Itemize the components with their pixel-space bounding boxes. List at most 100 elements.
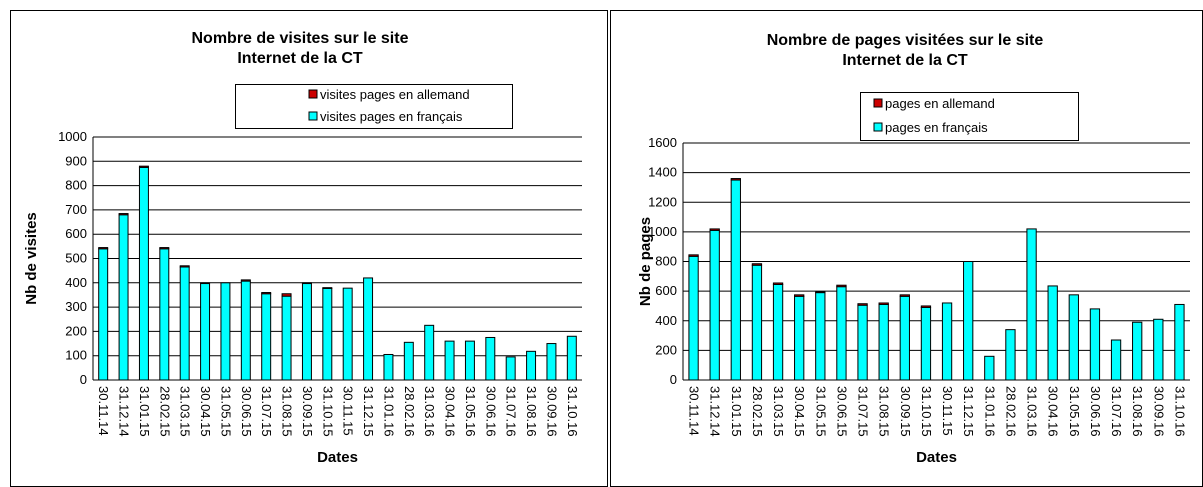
x-tick-label: 30.11.15 — [341, 386, 356, 436]
bar — [485, 336, 496, 381]
x-tick-label: 30.04.16 — [443, 386, 458, 437]
x-tick-label: 30.06.15 — [239, 386, 254, 437]
x-tick-label: 28.02.16 — [402, 386, 417, 437]
x-tick-label: 31.01.15 — [729, 386, 744, 437]
y-tick-label: 0 — [670, 372, 677, 387]
x-tick-label: 30.09.15 — [898, 386, 913, 437]
x-tick-label: 31.07.16 — [504, 386, 519, 437]
bar — [98, 248, 109, 381]
x-tick-label: 31.10.16 — [565, 386, 580, 437]
bar — [363, 277, 374, 381]
y-tick-label: 0 — [80, 372, 87, 387]
bar — [1089, 308, 1101, 381]
bar — [920, 306, 932, 381]
bar — [179, 265, 190, 268]
x-tick-label: 31.05.15 — [218, 386, 233, 437]
bar — [179, 266, 190, 381]
bar — [730, 178, 741, 181]
bar — [878, 302, 889, 305]
x-tick-label: 31.08.15 — [877, 386, 892, 437]
bar — [424, 324, 435, 381]
bar — [899, 295, 910, 381]
y-tick-label: 1400 — [648, 165, 677, 180]
legend-label: visites pages en allemand — [320, 87, 470, 102]
bar — [688, 255, 699, 381]
legend-swatch — [308, 111, 318, 121]
bar — [941, 302, 953, 381]
x-tick-label: 31.12.14 — [117, 386, 132, 437]
x-tick-label: 31.03.16 — [422, 386, 437, 437]
x-tick-label: 30.09.15 — [300, 386, 315, 437]
bar — [751, 263, 763, 266]
legend-box — [860, 92, 1079, 141]
bar — [159, 247, 170, 250]
x-tick-label: 31.07.16 — [1109, 386, 1124, 437]
x-tick-label: 31.10.16 — [1172, 386, 1187, 437]
legend-label: visites pages en français — [320, 109, 463, 124]
bar — [1132, 321, 1143, 381]
legend-swatch — [873, 122, 883, 132]
x-tick-label: 30.06.16 — [483, 386, 498, 437]
bar — [98, 247, 109, 250]
x-tick-label: 30.04.15 — [792, 386, 807, 437]
y-tick-label: 400 — [655, 313, 677, 328]
y-tick-label: 800 — [655, 254, 677, 269]
bar — [815, 291, 826, 294]
x-tick-label: 30.06.16 — [1088, 386, 1103, 437]
y-tick-label: 500 — [65, 251, 87, 266]
bar — [1110, 339, 1122, 381]
x-tick-label: 31.05.16 — [1067, 386, 1082, 437]
x-tick-label: 28.02.15 — [750, 386, 765, 437]
bar — [984, 355, 995, 381]
bar — [772, 283, 784, 381]
x-tick-label: 31.10.15 — [919, 386, 934, 437]
bar — [857, 303, 868, 306]
x-tick-label: 31.01.15 — [137, 386, 152, 437]
x-axis-title: Dates — [916, 449, 957, 466]
bar — [505, 356, 516, 381]
x-tick-label: 30.04.16 — [1046, 386, 1061, 437]
bar — [1047, 285, 1058, 381]
bar — [444, 340, 455, 381]
bar — [403, 341, 414, 381]
x-tick-label: 31.01.16 — [381, 386, 396, 437]
y-tick-label: 200 — [65, 323, 87, 338]
bar — [857, 304, 868, 381]
x-tick-label: 30.06.15 — [834, 386, 849, 437]
bar — [546, 343, 557, 381]
y-tick-label: 200 — [655, 342, 677, 357]
bar — [200, 282, 211, 285]
x-tick-label: 31.08.15 — [280, 386, 295, 437]
y-tick-label: 600 — [65, 226, 87, 241]
legend-label: pages en français — [885, 120, 988, 135]
bar — [730, 179, 741, 381]
y-tick-label: 300 — [65, 299, 87, 314]
y-axis-title: Nb de visites — [23, 212, 40, 305]
bar — [794, 294, 805, 297]
bar — [159, 248, 170, 381]
y-tick-label: 800 — [65, 178, 87, 193]
bar — [281, 295, 292, 381]
bar — [878, 303, 889, 381]
legend-label: pages en allemand — [885, 96, 995, 111]
bar — [920, 305, 932, 308]
bar — [220, 282, 231, 381]
x-tick-label: 30.09.16 — [1151, 386, 1166, 437]
bar — [200, 283, 211, 381]
chart-title: Nombre de visites sur le site — [192, 30, 409, 47]
bar — [240, 280, 251, 381]
y-tick-label: 1200 — [648, 194, 677, 209]
bar — [464, 340, 475, 381]
bar — [322, 287, 333, 381]
bar — [118, 213, 129, 216]
bar — [301, 283, 312, 381]
y-tick-label: 100 — [65, 348, 87, 363]
bar — [261, 292, 272, 295]
legend-swatch — [308, 89, 318, 99]
x-tick-label: 31.03.16 — [1025, 386, 1040, 437]
y-tick-label: 700 — [65, 202, 87, 217]
bar — [899, 294, 910, 297]
x-axis-title: Dates — [317, 449, 358, 466]
x-tick-label: 30.11.14 — [96, 386, 111, 436]
x-tick-label: 31.03.15 — [771, 386, 786, 437]
